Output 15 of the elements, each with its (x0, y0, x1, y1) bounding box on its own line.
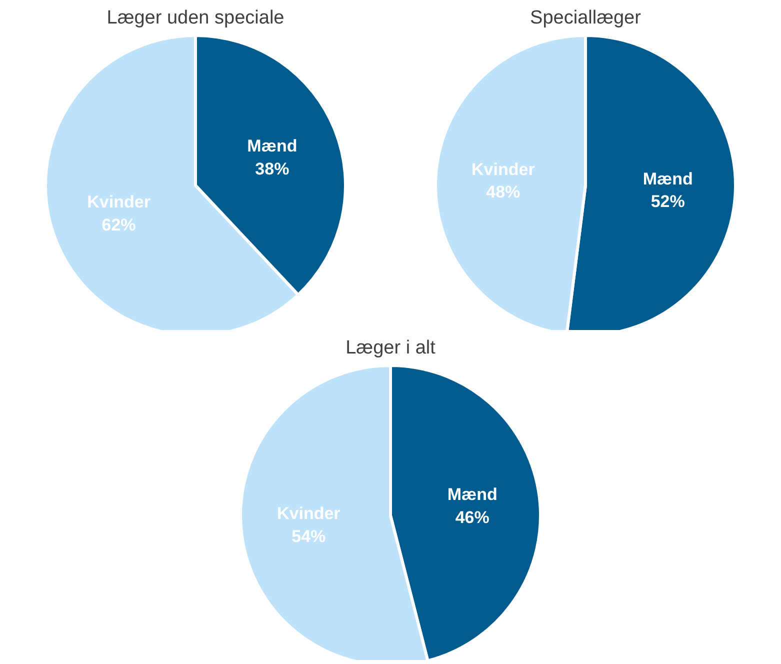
data-label: 46% (455, 508, 490, 527)
data-label: 62% (102, 215, 136, 234)
slice-label: Kvinder (87, 192, 151, 212)
chart-title: Speciallæger (530, 8, 642, 28)
chart-title: Læger i alt (346, 338, 436, 358)
data-label: 48% (486, 182, 520, 202)
data-label: 52% (650, 192, 685, 212)
slice-label: Kvinder (472, 160, 536, 179)
slice-label: Mænd (447, 485, 498, 504)
slice-label: Mænd (247, 136, 298, 156)
chart-title: Læger uden speciale (106, 8, 284, 28)
data-label: 54% (292, 526, 326, 546)
slice-label: Mænd (642, 169, 693, 188)
data-label: 38% (255, 159, 290, 178)
slice-label: Kvinder (277, 504, 341, 524)
